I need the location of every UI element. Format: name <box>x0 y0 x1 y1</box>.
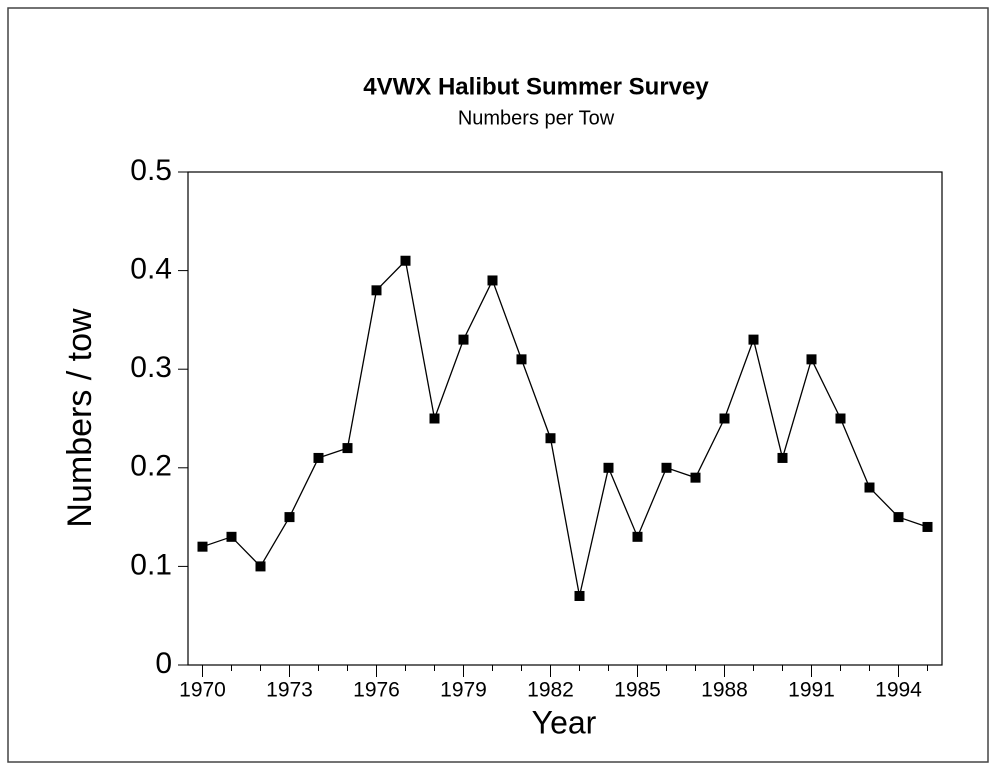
marker <box>487 275 498 286</box>
y-tick-label: 0.2 <box>130 450 172 483</box>
marker <box>690 472 701 483</box>
line <box>202 259 928 597</box>
x-tick-label: 1991 <box>788 679 835 702</box>
frame <box>7 7 989 763</box>
marker <box>835 413 846 424</box>
x-tick-label: 1985 <box>614 679 661 702</box>
plot-area <box>187 171 943 666</box>
marker <box>806 354 817 365</box>
marker <box>197 541 208 552</box>
marker <box>777 452 788 463</box>
marker <box>429 413 440 424</box>
marker <box>371 285 382 296</box>
x-tick-label: 1976 <box>353 679 400 702</box>
chart-subtitle: Numbers per Tow <box>458 107 615 129</box>
marker <box>226 531 237 542</box>
x-tick-label: 1973 <box>266 679 313 702</box>
y-tick-label: 0 <box>155 647 172 680</box>
marker <box>632 531 643 542</box>
y-tick-label: 0.4 <box>130 253 172 286</box>
marker <box>864 482 875 493</box>
x-tick-label: 1988 <box>701 679 748 702</box>
x-tick-label: 1979 <box>440 679 487 702</box>
x-tick-label: 1994 <box>875 679 922 702</box>
marker <box>748 334 759 345</box>
x-tick-label: 1970 <box>179 679 226 702</box>
marker <box>603 462 614 473</box>
y-axis-label: Numbers / tow <box>61 308 99 528</box>
marker <box>545 433 556 444</box>
marker <box>458 334 469 345</box>
marker <box>400 255 411 266</box>
marker <box>574 590 585 601</box>
chart-title: 4VWX Halibut Summer Survey <box>363 73 709 100</box>
marker <box>313 452 324 463</box>
marker <box>922 521 933 532</box>
marker <box>661 462 672 473</box>
y-tick-label: 0.3 <box>130 351 172 384</box>
x-tick-label: 1982 <box>527 679 574 702</box>
marker <box>516 354 527 365</box>
marker <box>893 512 904 523</box>
marker <box>255 561 266 572</box>
y-tick-label: 0.5 <box>130 154 172 187</box>
marker <box>342 443 353 454</box>
y-tick-label: 0.1 <box>130 548 172 581</box>
marker <box>719 413 730 424</box>
marker <box>284 512 295 523</box>
x-axis-label: Year <box>532 704 597 740</box>
